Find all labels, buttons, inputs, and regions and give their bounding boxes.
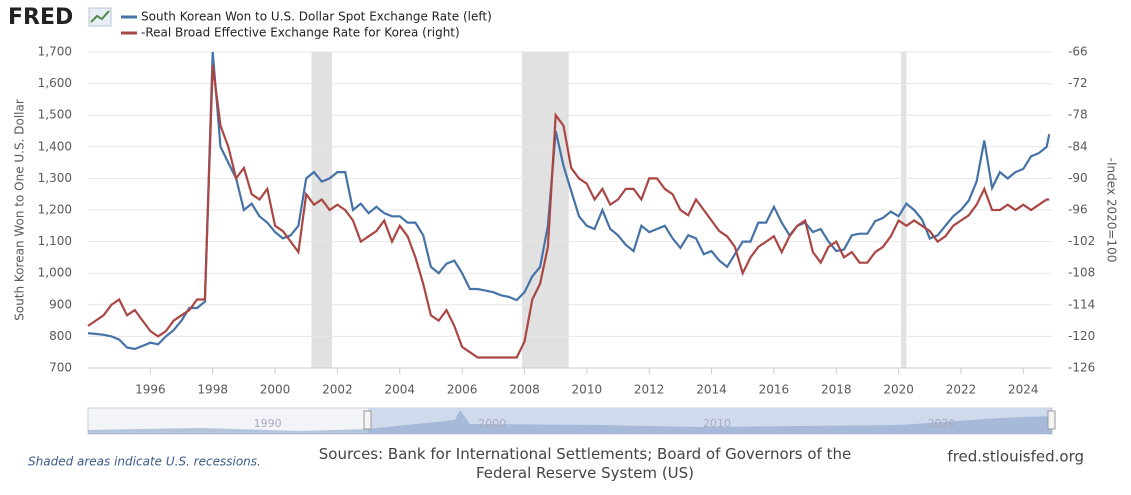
x-tick-label: 1998 [197, 383, 228, 397]
navigator-handle[interactable] [1047, 410, 1056, 430]
x-tick-label: 2008 [509, 383, 540, 397]
navigator-handle[interactable] [363, 410, 372, 430]
y2-tick-label: -114 [1068, 297, 1095, 311]
series-line [87, 51, 1051, 351]
y2-tick-label: -120 [1068, 329, 1095, 343]
sources: Sources: Bank for International Settleme… [318, 445, 852, 482]
x-tick-label: 2024 [1008, 383, 1039, 397]
y2-tick-label: -126 [1068, 361, 1095, 375]
y-axis-title: South Korean Won to One U.S. Dollar [13, 99, 27, 321]
x-tick-label: 2010 [572, 383, 603, 397]
x-tick-label: 2020 [883, 383, 914, 397]
y2-tick-label: -102 [1068, 234, 1095, 248]
x-tick-label: 1996 [135, 383, 166, 397]
logo: FRED [8, 5, 73, 30]
navigator: 1990 2000 2010 2020 [87, 407, 1056, 435]
y-tick-label: 900 [49, 297, 72, 311]
y-tick-label: 1,500 [38, 108, 72, 122]
y-tick-label: 700 [49, 361, 72, 375]
legend-label: South Korean Won to U.S. Dollar Spot Exc… [141, 10, 492, 24]
legend-label: -Real Broad Effective Exchange Rate for … [141, 26, 460, 40]
x-tick-label: 2012 [634, 383, 665, 397]
x-tick-label: 2000 [260, 383, 291, 397]
x-tick-label: 2016 [759, 383, 790, 397]
y-tick-label: 1,100 [38, 234, 72, 248]
y-tick-label: 800 [49, 329, 72, 343]
y-tick-label: 1,600 [38, 76, 72, 90]
navigator-label: 2010 [703, 417, 731, 430]
y-tick-label: 1,400 [38, 139, 72, 153]
x-tick-label: 2022 [946, 383, 977, 397]
x-tick-label: 2018 [821, 383, 852, 397]
recession-note: Shaded areas indicate U.S. recessions. [28, 455, 261, 469]
plot-area: 700 800 900 1,000 1,100 1,200 1,300 1,400 1,500 1… [13, 45, 1119, 397]
x-tick-label: 2014 [696, 383, 727, 397]
y2-axis-title: -Index 2020=100 [1105, 158, 1119, 263]
logo-icon [88, 7, 112, 27]
y2-tick-label: -90 [1068, 171, 1088, 185]
navigator-series [88, 410, 1052, 434]
y2-tick-label: -84 [1068, 139, 1088, 153]
series-line [87, 65, 1050, 359]
x-tick-label: 2002 [322, 383, 353, 397]
sources-box: Sources: Bank for International Settleme… [318, 445, 852, 482]
navigator-label: 2020 [927, 417, 955, 430]
y2-tick-label: -96 [1068, 203, 1088, 217]
y2-tick-label: -72 [1068, 76, 1088, 90]
y2-tick-label: -108 [1068, 266, 1095, 280]
y-tick-label: 1,300 [38, 171, 72, 185]
y-tick-label: 1,200 [38, 203, 72, 217]
y2-tick-label: -66 [1068, 45, 1088, 59]
navigator-label: 2000 [478, 417, 506, 430]
y2-tick-label: -78 [1068, 108, 1088, 122]
x-tick-label: 2004 [384, 383, 415, 397]
source-url[interactable]: fred.stlouisfed.org [947, 448, 1084, 466]
navigator-label: 1990 [254, 417, 282, 430]
y-tick-label: 1,000 [38, 266, 72, 280]
y-tick-label: 1,700 [38, 45, 72, 59]
x-tick-label: 2006 [447, 383, 478, 397]
